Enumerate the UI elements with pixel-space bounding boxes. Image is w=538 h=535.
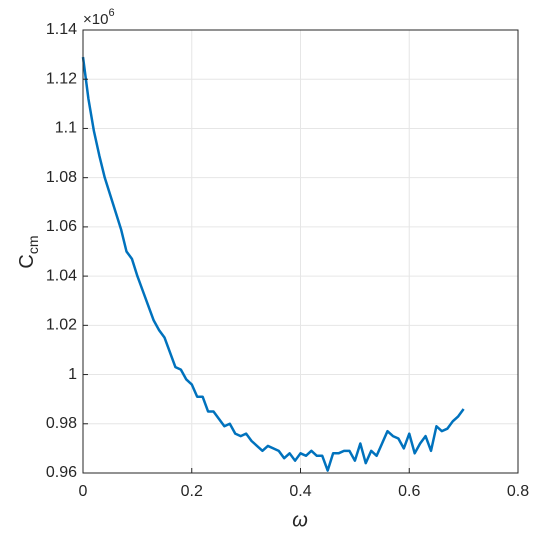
- y-multiplier-exponent: 6: [108, 7, 114, 19]
- x-tick-label: 0: [79, 483, 88, 500]
- y-axis-label-main: C: [16, 254, 38, 268]
- x-axis-label: ω: [292, 509, 308, 531]
- plot-area: [81, 56, 465, 472]
- y-tick-label: 1.06: [46, 218, 77, 235]
- x-tick-label: 0.6: [398, 483, 420, 500]
- y-tick-label: 1.04: [46, 267, 77, 284]
- x-tick-label: 0.8: [507, 483, 529, 500]
- data-line: [81, 56, 465, 472]
- y-tick-label: 1.1: [55, 120, 77, 137]
- y-tick-label: 0.98: [46, 415, 77, 432]
- y-axis-label: Ccm: [16, 235, 40, 268]
- y-tick-label: 1.14: [46, 21, 77, 38]
- y-axis-label-sub: cm: [25, 235, 41, 254]
- y-multiplier: ×106: [83, 7, 115, 28]
- y-multiplier-base: ×10: [83, 11, 108, 28]
- y-tick-label: 0.96: [46, 464, 77, 481]
- x-tick-label: 0.4: [289, 483, 311, 500]
- y-tick-label: 1.12: [46, 70, 77, 87]
- y-tick-label: 1.08: [46, 169, 77, 186]
- y-tick-label: 1.02: [46, 317, 77, 334]
- x-tick-label: 0.2: [181, 483, 203, 500]
- y-tick-label: 1: [68, 366, 77, 383]
